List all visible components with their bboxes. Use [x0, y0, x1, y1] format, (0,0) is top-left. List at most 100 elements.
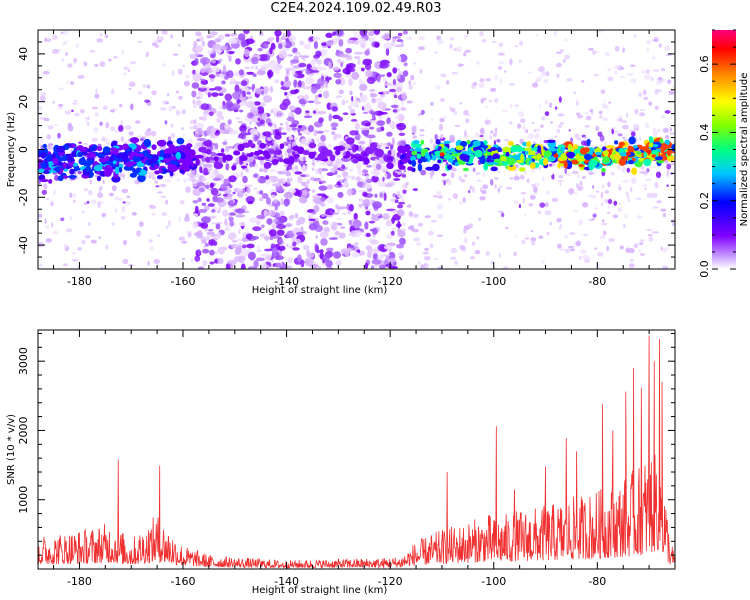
spectrogram-cell [563, 161, 568, 169]
y-tick-label: 3000 [17, 347, 30, 375]
spectrogram-cell [72, 252, 76, 255]
spectrogram-cell [451, 139, 454, 142]
spectrogram-cell [411, 159, 417, 167]
spectrogram-cell [263, 253, 272, 261]
spectrogram-cell [521, 239, 526, 245]
spectrogram-cell [450, 172, 455, 179]
spectrogram-cell [48, 179, 53, 184]
spectrogram-blobs [38, 30, 675, 269]
spectrogram-cell [459, 201, 463, 205]
spectrogram-cell [264, 235, 270, 241]
spectrogram-cell [474, 250, 481, 255]
spectrogram-cell [246, 71, 255, 75]
spectrogram-cell [350, 99, 358, 107]
spectrogram-cell [285, 121, 289, 127]
spectrogram-cell [554, 135, 558, 138]
spectrogram-cell [160, 107, 167, 111]
spectrogram-cell [334, 230, 340, 236]
spectrogram-cell [500, 156, 507, 162]
spectrogram-cell [192, 221, 199, 229]
spectrogram-cell [394, 94, 398, 99]
spectrogram-cell [472, 241, 475, 246]
spectrogram-cell [360, 94, 368, 103]
spectrogram-cell [205, 35, 215, 39]
spectrogram-cell [453, 167, 457, 172]
colorbar-tick-label: 0.0 [698, 260, 711, 278]
spectrogram-cell [225, 100, 234, 108]
x-tick-label: -100 [481, 575, 506, 588]
spectrogram-cell [387, 156, 393, 161]
spectrogram-cell [77, 246, 83, 251]
spectrogram-cell [269, 168, 277, 173]
spectrogram-cell [626, 112, 629, 118]
spectrogram-cell [311, 162, 316, 166]
spectrogram-cell [393, 178, 401, 181]
spectrogram-cell [536, 76, 542, 83]
spectrogram-cell [122, 155, 128, 163]
spectrogram-cell [68, 175, 77, 179]
spectrogram-cell [383, 42, 392, 49]
spectrogram-cell [257, 156, 266, 161]
spectrogram-cell [476, 179, 482, 182]
spectrogram-cell [341, 212, 348, 215]
spectrogram-cell [253, 110, 256, 116]
spectrogram-cell [39, 95, 46, 102]
spectrogram-cell [102, 179, 105, 184]
spectrogram-cell [669, 162, 675, 166]
spectrogram-cell [277, 178, 283, 185]
spectrogram-cell [363, 58, 372, 63]
spectrogram-cell [278, 127, 282, 133]
spectrogram-cell [209, 31, 218, 36]
spectrogram-cell [502, 109, 508, 113]
spectrogram-cell [601, 222, 608, 226]
spectrogram-cell [273, 198, 278, 204]
spectrogram-cell [660, 208, 667, 212]
spectrogram-cell [348, 105, 352, 110]
spectrogram-cell [277, 170, 283, 175]
spectrogram-cell [654, 156, 663, 161]
spectrogram-cell [341, 99, 346, 106]
spectrogram-cell [121, 206, 126, 213]
spectrogram-cell [217, 231, 221, 240]
spectrogram-cell [193, 105, 197, 108]
spectrogram-cell [243, 48, 250, 58]
spectrogram-cell [146, 84, 151, 89]
spectrogram-cell [355, 97, 361, 102]
spectrogram-cell [614, 140, 619, 145]
spectrogram-cell [447, 197, 451, 201]
spectrogram-cell [303, 129, 307, 135]
spectrogram-cell [386, 72, 392, 78]
spectrogram-cell [622, 223, 627, 228]
spectrogram-cell [122, 143, 129, 151]
spectrogram-cell [608, 101, 612, 104]
spectrogram-cell [597, 30, 604, 33]
spectrogram-cell [122, 173, 125, 180]
spectrogram-cell [357, 58, 361, 66]
spectrogram-cell [627, 194, 630, 202]
spectrogram-cell [528, 203, 534, 207]
spectrogram-cell [54, 174, 59, 181]
spectrogram-cell [556, 73, 560, 78]
spectrogram-cell [383, 245, 393, 250]
spectrogram-cell [412, 228, 419, 233]
spectrogram-cell [666, 148, 672, 157]
spectrogram-cell [592, 217, 596, 221]
spectrogram-cell [175, 90, 179, 94]
spectrogram-cell [623, 138, 630, 142]
spectrogram-cell [451, 71, 459, 75]
spectrogram-cell [318, 117, 324, 124]
spectrogram-cell [216, 49, 222, 55]
spectrogram-cell [535, 33, 538, 37]
spectrogram-cell [618, 118, 623, 122]
spectrogram-cell [365, 122, 371, 127]
spectrogram-cell [410, 155, 417, 162]
spectrogram-cell [370, 119, 377, 124]
spectrogram-cell [209, 182, 214, 189]
spectrogram-cell [136, 230, 142, 237]
spectrogram-cell [379, 62, 389, 69]
spectrogram-cell [294, 165, 298, 170]
spectrogram-cell [444, 115, 447, 119]
spectrogram-cell [271, 194, 276, 199]
spectrogram-cell [77, 151, 83, 158]
spectrogram-cell [349, 168, 354, 172]
